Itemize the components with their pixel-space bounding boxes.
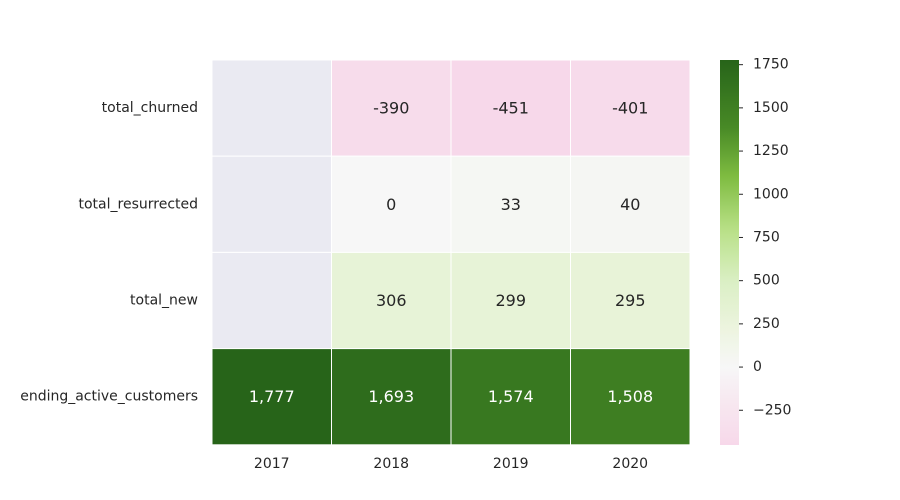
y-tick-label: total_new xyxy=(130,293,198,309)
heatmap-cell xyxy=(570,59,691,157)
y-tick-label: ending_active_customers xyxy=(20,389,198,405)
colorbar-tick-label: 750 xyxy=(753,229,780,245)
heatmap-cell xyxy=(570,348,691,446)
x-tick-label: 2017 xyxy=(254,456,290,472)
heatmap-cell-label: 1,508 xyxy=(607,387,653,406)
heatmap-cells xyxy=(211,59,691,446)
heatmap-cell-label: 0 xyxy=(386,195,396,214)
colorbar-tick-label: 1250 xyxy=(753,143,789,159)
heatmap-cell xyxy=(570,251,691,350)
heatmap-cell-label: 306 xyxy=(376,291,407,310)
y-axis: total_churned total_resurrected total_newe… xyxy=(20,100,198,405)
heatmap-cell xyxy=(211,348,332,446)
heatmap-cell-label: -401 xyxy=(612,99,648,118)
heatmap-cell-label: 1,693 xyxy=(368,387,414,406)
colorbar-tick-label: 1000 xyxy=(753,186,789,202)
colorbar: 1750 1500 1250 1000 750 500 250 0 −250 xyxy=(720,57,791,445)
heatmap-cell-labels: -390 -451 -401 0 33 40 306 299 295 1,777 1,693 1,57… xyxy=(249,99,653,407)
heatmap-cell xyxy=(450,59,571,157)
colorbar-gradient xyxy=(720,60,739,445)
heatmap-cell-label: 1,777 xyxy=(249,387,295,406)
heatmap-cell-label: 1,574 xyxy=(488,387,534,406)
x-tick-label: 2020 xyxy=(612,456,648,472)
heatmap-cell-label: 299 xyxy=(495,291,526,310)
colorbar-tick-label: −250 xyxy=(753,402,791,418)
heatmap-cell xyxy=(570,155,691,253)
colorbar-tick-label: 1500 xyxy=(753,100,789,116)
heatmap-cell-empty xyxy=(211,251,332,350)
colorbar-tick-label: 0 xyxy=(753,359,762,375)
heatmap-cell xyxy=(331,155,452,253)
x-tick-label: 2019 xyxy=(493,456,529,472)
heatmap-cell-label: -390 xyxy=(373,99,409,118)
heatmap-cell-label: 40 xyxy=(620,195,640,214)
heatmap-cell xyxy=(331,251,452,350)
colorbar-tick-label: 500 xyxy=(753,273,780,289)
heatmap-cell-label: 33 xyxy=(501,195,521,214)
heatmap-cell-label: -451 xyxy=(493,99,529,118)
heatmap-cell-empty xyxy=(211,59,332,157)
heatmap-cell xyxy=(450,348,571,446)
heatmap-cell xyxy=(331,59,452,157)
colorbar-tick-label: 250 xyxy=(753,316,780,332)
y-tick-label: total_resurrected xyxy=(79,196,199,212)
y-tick-label: total_churned xyxy=(102,100,198,116)
x-tick-label: 2018 xyxy=(373,456,409,472)
x-axis: 2017 2018 2019 2020 xyxy=(254,456,648,472)
heatmap-cell xyxy=(331,348,452,446)
heatmap-cell-label: 295 xyxy=(615,291,646,310)
colorbar-tick-label: 1750 xyxy=(753,57,789,73)
heatmap-cell-empty xyxy=(211,155,332,253)
